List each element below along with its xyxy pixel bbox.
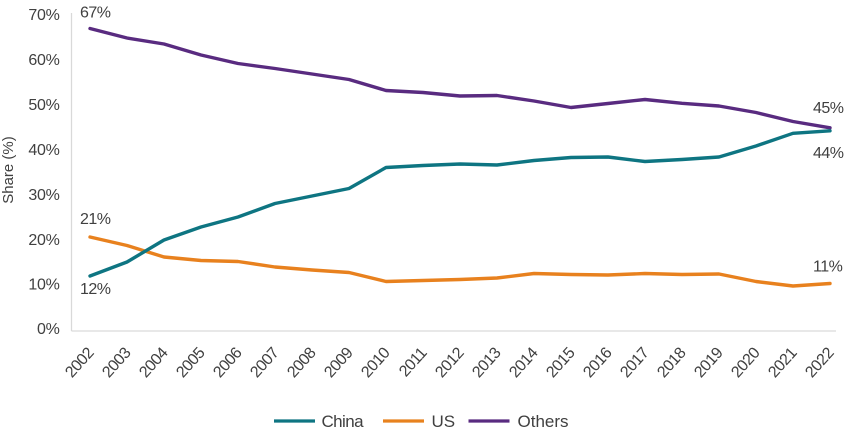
svg-text:2003: 2003 xyxy=(99,344,135,381)
svg-text:2005: 2005 xyxy=(173,344,209,381)
svg-text:10%: 10% xyxy=(28,276,59,293)
svg-text:US: US xyxy=(432,412,456,431)
svg-text:2014: 2014 xyxy=(506,344,542,381)
svg-text:2012: 2012 xyxy=(432,344,468,381)
svg-text:2006: 2006 xyxy=(210,344,246,381)
svg-text:2016: 2016 xyxy=(580,344,616,381)
svg-text:2018: 2018 xyxy=(654,344,690,381)
svg-text:2019: 2019 xyxy=(691,344,727,381)
svg-text:2008: 2008 xyxy=(284,344,320,381)
svg-text:2009: 2009 xyxy=(321,344,357,381)
svg-text:2013: 2013 xyxy=(469,344,505,381)
svg-text:2021: 2021 xyxy=(765,344,801,381)
svg-text:67%: 67% xyxy=(80,5,111,22)
svg-text:30%: 30% xyxy=(28,187,59,204)
svg-text:Share (%): Share (%) xyxy=(0,136,17,204)
svg-text:2017: 2017 xyxy=(617,344,653,381)
svg-text:50%: 50% xyxy=(28,97,59,114)
svg-text:2004: 2004 xyxy=(136,344,172,381)
svg-text:2022: 2022 xyxy=(802,344,838,381)
svg-text:44%: 44% xyxy=(813,145,844,162)
svg-text:11%: 11% xyxy=(813,258,843,275)
svg-text:2011: 2011 xyxy=(396,344,431,380)
svg-text:0%: 0% xyxy=(37,321,60,338)
svg-text:2007: 2007 xyxy=(247,344,283,381)
svg-text:2015: 2015 xyxy=(543,344,579,381)
svg-text:2020: 2020 xyxy=(728,344,764,381)
svg-text:21%: 21% xyxy=(80,211,111,228)
svg-text:China: China xyxy=(322,412,365,431)
svg-text:60%: 60% xyxy=(28,52,59,69)
svg-text:2010: 2010 xyxy=(358,344,394,381)
svg-text:45%: 45% xyxy=(813,100,844,117)
svg-text:40%: 40% xyxy=(28,142,59,159)
svg-text:2002: 2002 xyxy=(62,344,98,381)
svg-text:20%: 20% xyxy=(28,232,59,249)
svg-text:12%: 12% xyxy=(80,281,111,298)
svg-text:70%: 70% xyxy=(28,7,59,24)
svg-text:Others: Others xyxy=(518,412,569,431)
